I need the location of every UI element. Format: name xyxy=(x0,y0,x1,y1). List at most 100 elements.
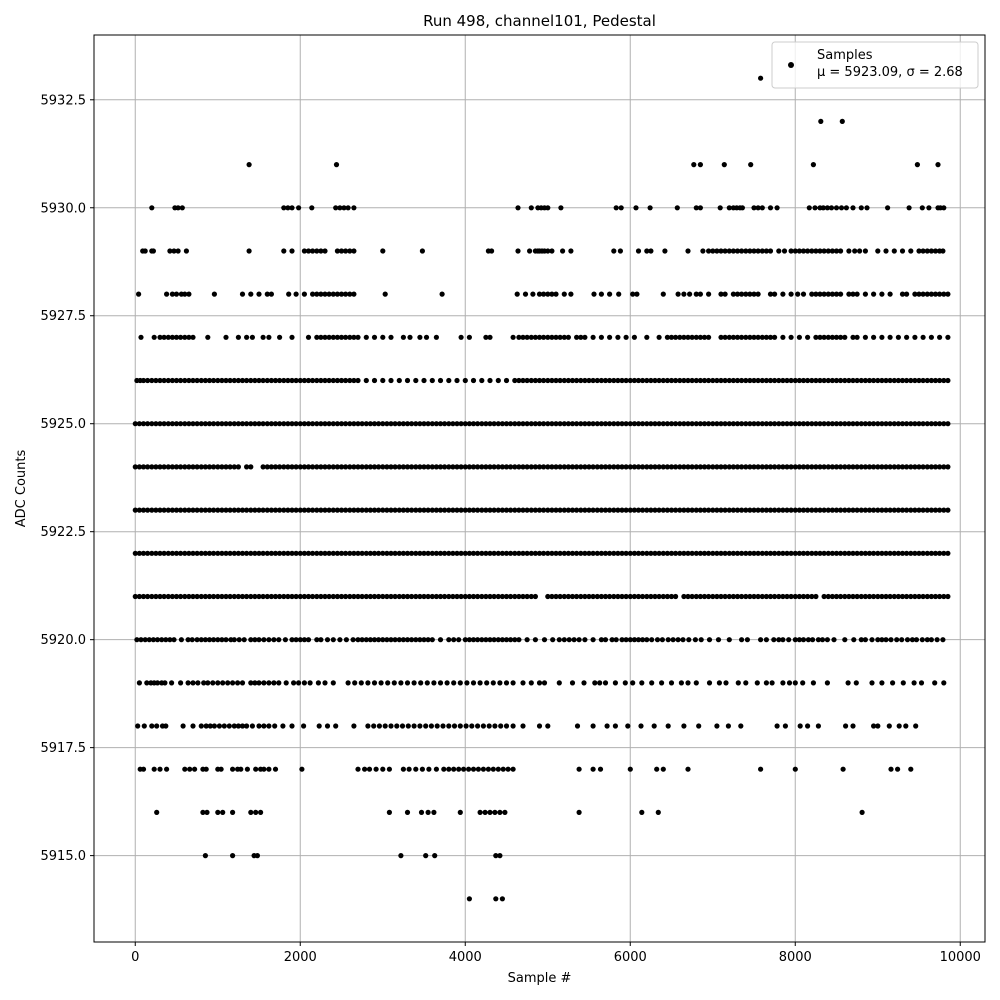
data-point xyxy=(541,507,547,513)
data-point xyxy=(235,421,241,427)
data-point xyxy=(223,377,229,384)
data-point xyxy=(446,507,452,513)
data-point xyxy=(581,680,587,686)
data-point xyxy=(846,593,852,600)
data-point xyxy=(916,377,922,384)
data-point xyxy=(912,550,918,556)
data-point xyxy=(730,550,737,556)
data-point xyxy=(800,421,807,427)
data-point xyxy=(706,248,712,254)
data-point xyxy=(771,637,777,643)
data-point xyxy=(499,464,505,470)
data-point xyxy=(810,637,816,643)
data-point xyxy=(363,464,369,470)
data-point xyxy=(635,507,642,513)
data-point xyxy=(186,464,192,470)
data-point xyxy=(871,593,877,600)
data-point xyxy=(734,248,741,254)
data-point xyxy=(301,507,307,513)
data-point xyxy=(689,464,695,470)
data-point xyxy=(479,377,485,384)
data-point xyxy=(520,377,526,384)
data-point xyxy=(607,507,613,513)
data-point xyxy=(150,248,156,254)
data-point xyxy=(362,766,368,772)
data-point xyxy=(289,377,295,384)
data-point xyxy=(503,507,510,513)
data-point xyxy=(670,637,676,643)
data-point xyxy=(318,248,324,254)
data-point xyxy=(784,593,790,600)
data-point xyxy=(510,334,516,340)
data-point xyxy=(590,377,596,384)
data-point xyxy=(256,291,262,297)
data-point xyxy=(291,680,297,686)
data-point xyxy=(446,421,452,427)
data-point xyxy=(792,377,798,384)
data-point xyxy=(185,680,191,686)
data-point xyxy=(842,421,848,427)
data-point xyxy=(668,593,675,600)
data-point xyxy=(219,550,225,556)
data-point xyxy=(776,248,782,254)
data-point xyxy=(396,637,402,643)
data-point xyxy=(928,507,935,513)
data-point xyxy=(186,507,192,513)
data-point xyxy=(739,550,745,556)
data-point xyxy=(607,377,613,384)
data-point xyxy=(182,421,188,427)
data-point xyxy=(289,464,295,470)
data-point xyxy=(850,291,856,297)
data-point xyxy=(578,334,584,340)
data-point xyxy=(813,421,819,427)
data-point xyxy=(136,421,142,427)
data-point xyxy=(560,248,566,254)
data-point xyxy=(260,593,266,600)
data-point xyxy=(920,593,926,600)
data-point xyxy=(343,377,349,384)
data-point xyxy=(767,464,774,470)
data-point xyxy=(207,723,213,729)
data-point xyxy=(169,291,175,297)
data-point xyxy=(914,162,921,168)
data-point xyxy=(194,550,200,556)
data-point xyxy=(161,550,167,556)
data-point xyxy=(388,421,394,427)
data-point xyxy=(714,507,720,513)
data-point xyxy=(652,593,658,600)
data-point xyxy=(157,464,163,470)
data-point xyxy=(363,507,369,513)
data-point xyxy=(945,377,951,384)
data-point xyxy=(239,291,246,297)
data-point xyxy=(145,593,151,600)
data-point xyxy=(759,550,765,556)
data-point xyxy=(322,550,328,556)
data-point xyxy=(763,550,770,556)
data-point xyxy=(788,377,794,384)
data-point xyxy=(862,291,869,297)
data-point xyxy=(359,464,365,470)
data-point xyxy=(272,550,279,556)
data-point xyxy=(215,507,221,513)
data-point xyxy=(887,291,893,297)
data-point xyxy=(220,809,226,816)
data-point xyxy=(635,248,642,254)
data-point xyxy=(899,507,906,513)
data-point xyxy=(151,766,157,772)
data-point xyxy=(842,550,848,556)
data-point xyxy=(578,507,584,513)
data-point xyxy=(829,550,836,556)
data-point xyxy=(875,464,881,470)
data-point xyxy=(833,593,840,600)
data-point xyxy=(404,680,411,686)
data-point xyxy=(398,853,404,859)
data-point xyxy=(648,507,654,513)
data-point xyxy=(810,162,817,168)
data-point xyxy=(514,291,520,297)
data-point xyxy=(763,680,770,686)
data-point xyxy=(767,421,774,427)
data-point xyxy=(545,377,551,384)
data-point xyxy=(772,291,778,297)
data-point xyxy=(330,680,336,686)
data-point xyxy=(516,377,522,384)
